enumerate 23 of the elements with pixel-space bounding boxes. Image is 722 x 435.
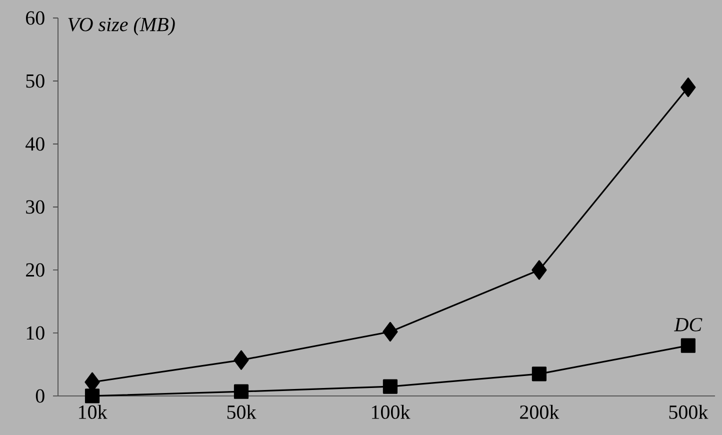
point — [234, 384, 249, 399]
y-axis-title: VO size (MB) — [68, 17, 175, 36]
point — [680, 338, 696, 353]
x-tick-label: 50k — [227, 404, 256, 419]
y-tick-label: 60 — [26, 11, 44, 25]
point — [382, 322, 398, 342]
y-tick-label: 40 — [26, 137, 44, 151]
point — [234, 350, 249, 370]
y-tick-label: 30 — [26, 200, 44, 214]
point — [532, 366, 547, 382]
x-tick-label: 200k — [520, 404, 560, 419]
y-tick-label: 10 — [26, 326, 44, 340]
x-tick-label: 500k — [669, 404, 708, 419]
x-tick-label: 10k — [79, 404, 108, 419]
x-tick-label: 100k — [372, 404, 410, 419]
point — [84, 388, 100, 404]
series-label: DC — [674, 318, 702, 332]
point — [680, 77, 696, 98]
y-tick-label: 0 — [36, 389, 44, 403]
y-tick-label: 50 — [26, 74, 44, 88]
point — [532, 260, 547, 280]
y-tick-label: 20 — [26, 263, 44, 277]
point — [382, 379, 398, 394]
